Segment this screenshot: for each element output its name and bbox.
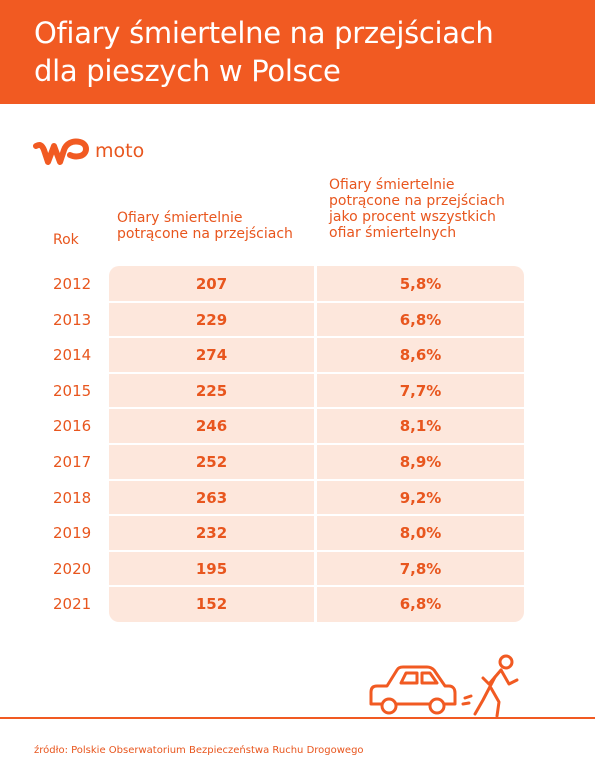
table-row: 2013 229 6,8% (0, 302, 595, 338)
car-pedestrian-illustration (369, 654, 519, 718)
table-row: 2012 207 5,8% (0, 266, 595, 302)
cell-victims: 207 (195, 275, 228, 293)
source-note: źródło: Polskie Obserwatorium Bezpieczeń… (34, 745, 364, 756)
cell-victims: 152 (195, 595, 228, 614)
cell-victims: 232 (195, 524, 228, 543)
cell-percent: 8,6% (399, 346, 442, 365)
cell-victims: 225 (195, 381, 228, 400)
cell-percent: 5,8% (399, 275, 442, 293)
cell-percent: 7,7% (399, 381, 442, 400)
table-row: 2015 225 7,7% (0, 373, 595, 409)
car-icon (369, 665, 457, 715)
cell-victims: 246 (195, 417, 228, 436)
pedestrian-icon (461, 654, 519, 718)
cell-year: 2017 (53, 453, 92, 471)
cell-percent: 6,8% (399, 310, 442, 329)
column-header-victims-line: potrącone na przejściach (117, 226, 293, 242)
table-row: 2017 252 8,9% (0, 444, 595, 480)
column-header-percent-line: jako procent wszystkich (329, 209, 496, 225)
cell-year: 2012 (53, 275, 92, 293)
cell-year: 2013 (53, 310, 92, 329)
title-line-2: dla pieszych w Polsce (34, 54, 341, 88)
column-header-percent-line: potrącone na przejściach (329, 193, 505, 209)
cell-year: 2014 (53, 346, 92, 365)
cell-victims: 263 (195, 488, 228, 507)
column-header-percent-line: ofiar śmiertelnych (329, 225, 457, 241)
column-header-year: Rok (53, 232, 79, 248)
cell-percent: 8,9% (399, 453, 442, 471)
title-line-1: Ofiary śmiertelne na przejściach (34, 16, 494, 50)
table-row: 2019 232 8,0% (0, 515, 595, 551)
cell-year: 2018 (53, 488, 92, 507)
cell-percent: 9,2% (399, 488, 442, 507)
cell-percent: 6,8% (399, 595, 442, 614)
column-header-percent-line: Ofiary śmiertelnie (329, 177, 455, 193)
table-row: 2016 246 8,1% (0, 408, 595, 444)
cell-victims: 229 (195, 310, 228, 329)
cell-percent: 8,0% (399, 524, 442, 543)
cell-victims: 195 (195, 559, 228, 578)
table-row: 2014 274 8,6% (0, 337, 595, 373)
table-row: 2020 195 7,8% (0, 551, 595, 587)
cell-percent: 8,1% (399, 417, 442, 436)
cell-victims: 274 (195, 346, 228, 365)
cell-year: 2019 (53, 524, 92, 543)
column-header-percent: Ofiary śmiertelnie potrącone na przejści… (329, 177, 559, 241)
cell-year: 2021 (53, 595, 92, 614)
cell-year: 2020 (53, 559, 92, 578)
page-title: Ofiary śmiertelne na przejściach dla pie… (34, 14, 574, 90)
ground-line (0, 717, 595, 719)
table-row: 2018 263 9,2% (0, 480, 595, 516)
cell-victims: 252 (195, 453, 228, 471)
logo-text: moto (95, 140, 145, 162)
wp-logo-icon (33, 138, 89, 165)
cell-percent: 7,8% (399, 559, 442, 578)
table-row: 2021 152 6,8% (0, 586, 595, 622)
cell-year: 2015 (53, 381, 92, 400)
column-header-victims-line: Ofiary śmiertelnie (117, 210, 243, 226)
cell-year: 2016 (53, 417, 92, 436)
column-divider (314, 266, 317, 622)
column-header-victims: Ofiary śmiertelnie potrącone na przejści… (117, 210, 317, 242)
wp-moto-logo: moto (32, 136, 152, 172)
header-banner: Ofiary śmiertelne na przejściach dla pie… (0, 0, 595, 104)
